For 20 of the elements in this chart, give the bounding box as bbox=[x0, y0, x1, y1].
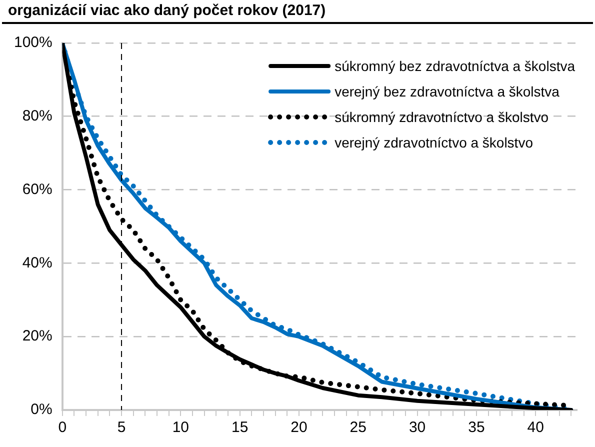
legend-label: súkromný bez zdravotníctva a školstva bbox=[334, 58, 576, 74]
x-tick-label: 5 bbox=[117, 419, 126, 436]
y-tick-label: 60% bbox=[22, 180, 52, 198]
x-tick-label: 20 bbox=[290, 419, 308, 436]
x-tick-label: 40 bbox=[527, 419, 544, 436]
chart-title: organizácií viac ako daný počet rokov (2017) bbox=[2, 0, 593, 24]
y-tick-label: 100% bbox=[14, 34, 52, 52]
y-tick-label: 80% bbox=[22, 108, 52, 125]
legend-label: verejný zdravotníctvo a školstvo bbox=[334, 134, 534, 150]
legend-label: verejný bez zdravotníctva a školstva bbox=[334, 83, 560, 100]
x-tick-label: 25 bbox=[350, 419, 366, 436]
x-tick-label: 30 bbox=[408, 419, 426, 436]
x-tick-label: 0 bbox=[58, 419, 67, 436]
x-tick-label: 35 bbox=[468, 419, 485, 436]
y-tick-label: 20% bbox=[22, 328, 52, 345]
y-tick-label: 40% bbox=[22, 254, 52, 272]
x-tick-label: 15 bbox=[231, 419, 248, 436]
x-tick-label: 10 bbox=[172, 419, 190, 436]
y-tick-label: 0% bbox=[30, 401, 52, 418]
legend-label: súkromný zdravotníctvo a školstvo bbox=[334, 108, 549, 125]
